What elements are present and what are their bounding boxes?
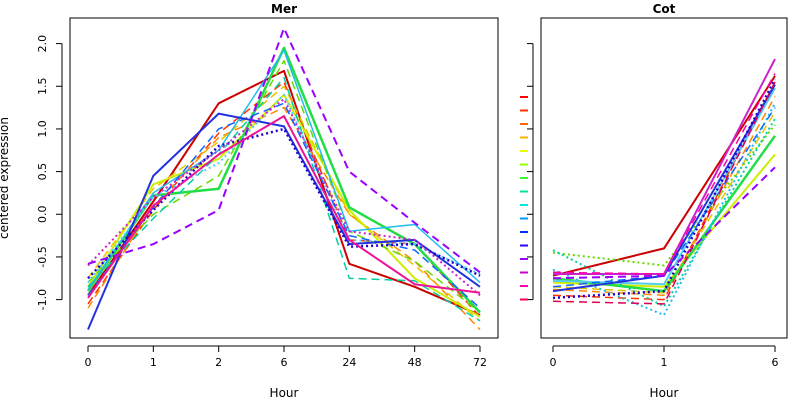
mer-series-line-3 xyxy=(87,106,481,331)
panel-mer-frame xyxy=(69,17,499,339)
panel-cot: Cot 0 1 6 Hour xyxy=(520,2,788,400)
mer-series-line-1 xyxy=(87,69,481,316)
mer-series-line-6 xyxy=(87,59,481,313)
mer-series-line-14 xyxy=(87,27,481,274)
y-tick-label: -0.5 xyxy=(36,246,49,267)
cot-series-line-1 xyxy=(552,75,776,277)
mer-series-line-16 xyxy=(87,115,481,299)
cot-series-line-6 xyxy=(552,124,776,267)
cot-series-line-17 xyxy=(552,81,776,305)
y-tick-label: 1.0 xyxy=(36,120,49,138)
y-tick-label: -1.0 xyxy=(36,289,49,310)
mer-x-tick-label: 2 xyxy=(215,356,222,369)
mer-x-tick-label: 6 xyxy=(281,356,288,369)
y-tick-label: 0.0 xyxy=(36,206,49,224)
mer-series-line-15 xyxy=(87,98,481,297)
cot-series-line-8 xyxy=(552,118,776,308)
cot-series-line-16 xyxy=(552,73,776,275)
mer-x-axis: 0 1 2 6 24 48 72 xyxy=(85,345,487,369)
y-tick-label: 0.5 xyxy=(36,163,49,181)
mer-x-tick-label: 72 xyxy=(473,356,487,369)
mer-y-axis: -1.0 -0.5 0.0 0.5 1.0 1.5 2.0 xyxy=(36,35,63,310)
mer-x-tick-label: 1 xyxy=(150,356,157,369)
cot-series-line-13 xyxy=(552,78,777,300)
cot-series-line-10 xyxy=(552,87,776,286)
y-tick-label: 2.0 xyxy=(36,35,49,53)
cot-series-line-15 xyxy=(553,58,776,275)
cot-series-line-5 xyxy=(552,153,776,288)
cot-series-line-14 xyxy=(552,166,776,280)
mer-x-tick-label: 24 xyxy=(342,356,356,369)
cot-series-line-12 xyxy=(552,84,776,293)
panel-cot-title: Cot xyxy=(653,2,676,16)
mer-series-line-8 xyxy=(87,76,481,322)
cot-x-axis-label: Hour xyxy=(650,386,679,400)
y-tick-label: 1.5 xyxy=(36,78,49,96)
legend xyxy=(520,96,528,301)
mer-series-line-4 xyxy=(87,85,481,322)
cot-x-tick-label: 0 xyxy=(550,356,557,369)
y-axis-label: centered expression xyxy=(0,117,11,239)
cot-y-axis xyxy=(527,43,534,301)
mer-x-axis-label: Hour xyxy=(270,386,299,400)
panel-cot-frame xyxy=(540,17,788,339)
cot-x-tick-label: 1 xyxy=(661,356,668,369)
mer-series-line-10 xyxy=(87,93,481,284)
cot-series-line-11 xyxy=(552,107,776,288)
cot-series-group xyxy=(552,58,777,316)
mer-x-tick-label: 48 xyxy=(408,356,422,369)
mer-series-line-9 xyxy=(87,49,481,290)
cot-x-axis: 0 1 6 xyxy=(550,345,779,369)
cot-x-tick-label: 6 xyxy=(772,356,779,369)
cot-series-line-3 xyxy=(552,96,776,297)
mer-series-group xyxy=(86,27,481,331)
panel-mer: Mer -1.0 -0.5 0.0 0.5 1.0 1.5 2.0 0 1 2 6 24 48 72 H… xyxy=(36,2,499,400)
mer-x-tick-label: 0 xyxy=(85,356,92,369)
panel-mer-title: Mer xyxy=(271,2,297,16)
